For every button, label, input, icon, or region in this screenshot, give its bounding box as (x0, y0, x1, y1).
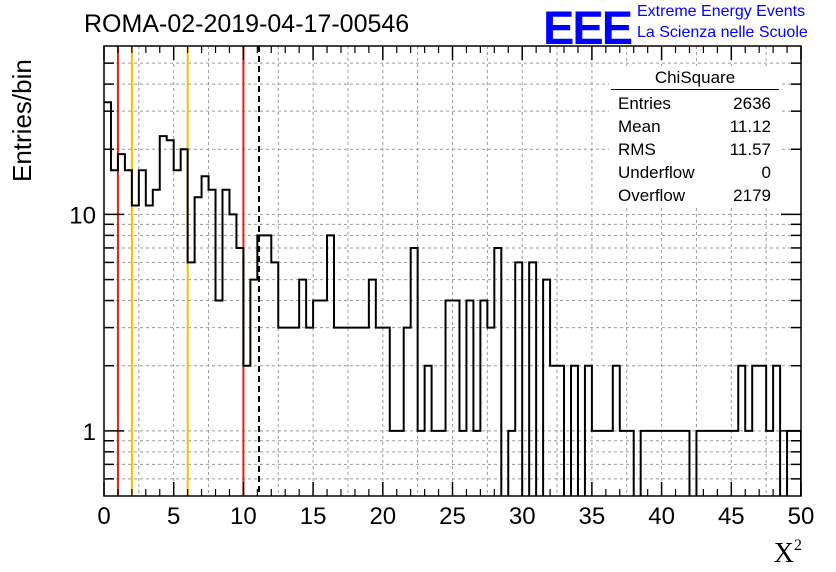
logo-tagline-2: La Scienza nelle Scuole (637, 24, 808, 41)
stats-label: Overflow (618, 186, 686, 205)
x-tick-label: 5 (167, 503, 180, 530)
stats-value: 11.57 (729, 140, 771, 159)
x-tick-label: 0 (97, 503, 110, 530)
eee-logo: EEE (543, 1, 633, 54)
x-tick-label: 35 (579, 503, 606, 530)
y-tick-label: 1 (83, 419, 96, 446)
page-title: ROMA-02-2019-04-17-00546 (84, 10, 410, 38)
stats-label: Underflow (618, 163, 695, 182)
stats-row-overflow: Overflow 2179 (611, 184, 779, 207)
y-tick-label: 10 (69, 202, 96, 229)
stats-value: 0 (761, 163, 771, 182)
stats-title: ChiSquare (611, 68, 779, 90)
stats-row-rms: RMS 11.57 (611, 138, 779, 161)
x-tick-label: 10 (230, 503, 257, 530)
stats-box: ChiSquare Entries 2636 Mean 11.12 RMS 11… (611, 68, 779, 207)
stats-label: Mean (618, 117, 661, 136)
stats-row-underflow: Underflow 0 (611, 161, 779, 184)
x-tick-label: 40 (648, 503, 675, 530)
x-tick-label: 15 (300, 503, 327, 530)
x-axis-label: X2 (773, 537, 802, 569)
histogram-series (104, 101, 801, 496)
x-tick-label: 50 (788, 503, 815, 530)
logo-tagline-1: Extreme Energy Events (637, 3, 806, 20)
x-tick-label: 20 (369, 503, 396, 530)
stats-label: Entries (618, 94, 671, 113)
x-tick-label: 45 (718, 503, 745, 530)
stats-row-mean: Mean 11.12 (611, 115, 779, 138)
stats-label: RMS (618, 140, 656, 159)
stats-value: 2179 (733, 186, 771, 205)
x-tick-label: 25 (439, 503, 466, 530)
stats-value: 2636 (733, 94, 771, 113)
stats-value: 11.12 (729, 117, 771, 136)
x-tick-label: 30 (509, 503, 536, 530)
stats-row-entries: Entries 2636 (611, 92, 779, 115)
